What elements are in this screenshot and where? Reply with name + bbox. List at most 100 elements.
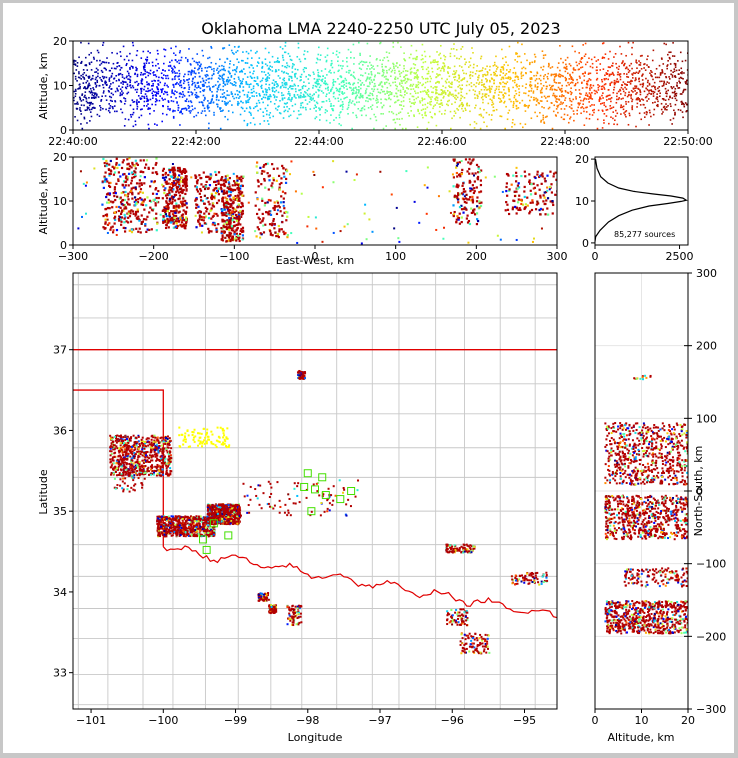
- source-point: [644, 116, 646, 118]
- source-point: [225, 221, 229, 224]
- source-point: [409, 85, 412, 87]
- source-point: [498, 97, 500, 100]
- source-point: [536, 71, 539, 74]
- source-point: [176, 169, 179, 172]
- source-point: [94, 83, 97, 85]
- source-point: [682, 89, 685, 92]
- source-point: [365, 61, 368, 63]
- source-point: [195, 114, 198, 117]
- source-point: [121, 74, 124, 76]
- source-point: [572, 98, 575, 101]
- source-point: [414, 57, 416, 60]
- time-tick-label: 22:46:00: [417, 135, 466, 148]
- source-point: [220, 208, 223, 211]
- source-point: [456, 215, 459, 218]
- source-point: [614, 82, 617, 84]
- source-point: [227, 110, 230, 112]
- source-point: [623, 83, 626, 85]
- source-point: [271, 87, 274, 89]
- source-point: [669, 63, 672, 65]
- source-point: [223, 220, 226, 223]
- source-point: [355, 101, 358, 104]
- source-point: [435, 91, 437, 94]
- source-point: [256, 65, 258, 67]
- source-point: [422, 83, 425, 86]
- source-point: [112, 173, 116, 176]
- source-point: [166, 214, 170, 218]
- source-point: [639, 62, 642, 64]
- source-point: [473, 121, 476, 123]
- source-point: [246, 95, 249, 98]
- source-point: [679, 81, 681, 84]
- source-point: [324, 83, 327, 86]
- source-point: [231, 237, 234, 240]
- source-point: [140, 182, 143, 185]
- source-point: [156, 69, 158, 72]
- source-point: [499, 98, 502, 100]
- source-point: [332, 52, 334, 54]
- source-point: [229, 187, 232, 190]
- source-point: [267, 104, 269, 107]
- source-point: [421, 97, 424, 100]
- source-point: [136, 208, 139, 211]
- source-point: [75, 90, 77, 92]
- source-point: [475, 104, 477, 107]
- source-point: [101, 61, 104, 63]
- source-point: [240, 212, 244, 215]
- source-point: [641, 79, 644, 81]
- source-point: [278, 186, 281, 189]
- source-point: [108, 95, 111, 98]
- source-point: [207, 227, 210, 230]
- source-point: [188, 78, 190, 80]
- source-point: [187, 107, 190, 109]
- source-point: [455, 98, 457, 101]
- source-point: [478, 201, 481, 205]
- source-point: [162, 220, 165, 223]
- source-point: [172, 196, 175, 199]
- source-point: [88, 96, 90, 99]
- source-point: [213, 67, 215, 70]
- source-point: [372, 90, 375, 93]
- source-point: [234, 208, 237, 211]
- source-point: [539, 74, 542, 77]
- source-point: [124, 194, 127, 197]
- source-point: [520, 77, 523, 80]
- source-point: [398, 104, 401, 106]
- source-point: [642, 82, 645, 85]
- source-point: [262, 101, 264, 104]
- source-point: [173, 193, 176, 196]
- source-point: [284, 41, 287, 44]
- source-point: [270, 184, 273, 187]
- source-point: [240, 100, 242, 103]
- source-point: [124, 180, 127, 184]
- source-point: [108, 80, 111, 82]
- source-point: [443, 70, 445, 72]
- source-point: [210, 45, 212, 48]
- source-point: [331, 107, 333, 110]
- source-point: [619, 88, 621, 91]
- source-point: [213, 195, 216, 198]
- source-point: [638, 78, 640, 80]
- source-point: [595, 90, 597, 93]
- source-point: [284, 192, 287, 195]
- source-point: [502, 97, 505, 99]
- source-point: [532, 99, 535, 101]
- source-point: [641, 54, 643, 57]
- source-point: [229, 222, 232, 225]
- source-point: [635, 61, 637, 63]
- source-point: [114, 198, 117, 202]
- source-point: [204, 81, 207, 84]
- source-point: [374, 74, 377, 77]
- source-point: [683, 72, 685, 74]
- source-point: [678, 69, 681, 71]
- source-point: [232, 197, 235, 200]
- source-point: [359, 97, 361, 99]
- source-point: [581, 73, 584, 75]
- source-point: [294, 76, 297, 78]
- source-point: [648, 92, 650, 95]
- source-point: [324, 109, 327, 111]
- source-point: [259, 166, 262, 169]
- source-point: [226, 178, 230, 181]
- source-point: [454, 76, 457, 78]
- source-point: [607, 70, 609, 72]
